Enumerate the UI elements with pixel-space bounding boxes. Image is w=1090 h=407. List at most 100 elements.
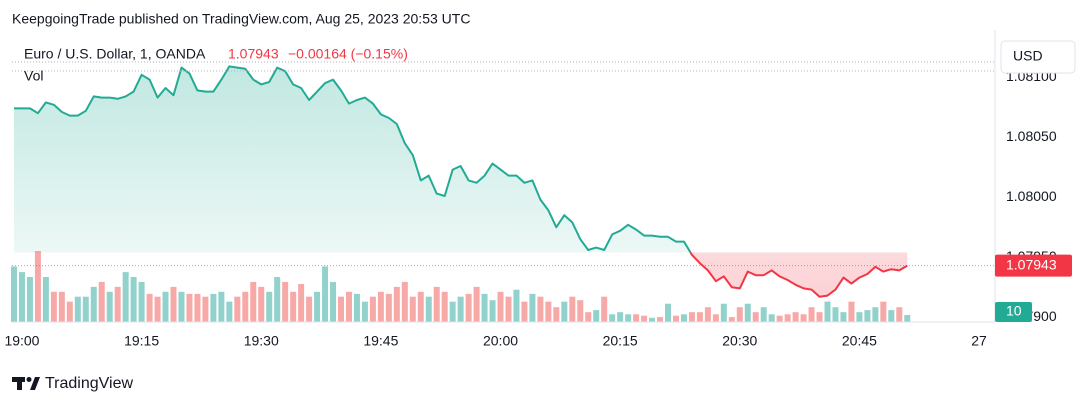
volume-bar <box>338 296 344 322</box>
volume-bar <box>617 312 624 322</box>
volume-bar <box>824 301 831 322</box>
volume-bar <box>473 286 480 322</box>
brand-name: TradingView <box>45 375 133 392</box>
volume-bar <box>896 307 903 322</box>
plot-area <box>11 65 995 322</box>
volume-title: Vol <box>24 68 43 84</box>
volume-bar <box>641 315 648 322</box>
volume-bar <box>569 296 576 322</box>
price-line <box>689 252 908 298</box>
volume-bar <box>369 296 376 322</box>
volume-bar <box>314 291 321 322</box>
volume-bar <box>657 317 664 322</box>
volume-bar <box>816 312 823 322</box>
volume-bar <box>218 291 225 322</box>
volume-bar <box>792 312 799 322</box>
volume-bar <box>210 293 217 322</box>
volume-bar <box>760 307 767 322</box>
volume-bar <box>489 300 496 322</box>
volume-bar <box>672 315 679 322</box>
last-price-header: 1.07943 <box>228 46 279 62</box>
volume-bar <box>513 289 520 322</box>
volume-bar <box>736 307 743 322</box>
volume-bar <box>258 286 265 322</box>
volume-bar <box>872 307 879 322</box>
volume-bar <box>776 315 783 322</box>
volume-bar <box>665 303 671 322</box>
volume-bar <box>696 312 703 322</box>
x-tick-label: 19:30 <box>244 333 279 349</box>
volume-bar <box>561 301 568 322</box>
volume-bar <box>712 314 719 322</box>
volume-bar <box>82 296 89 322</box>
volume-bar <box>50 291 57 322</box>
volume-bar <box>322 266 329 322</box>
y-tick-label: 1.08050 <box>1006 128 1057 144</box>
brand-logo <box>12 377 40 390</box>
volume-bar <box>577 300 584 322</box>
volume-bar <box>433 286 440 322</box>
volume-bar <box>194 293 201 322</box>
volume-bar <box>266 291 273 322</box>
volume-bar <box>864 310 871 322</box>
volume-bar <box>856 312 863 322</box>
volume-bar <box>625 314 632 322</box>
volume-bar <box>11 266 17 322</box>
volume-bar <box>330 281 337 322</box>
volume-bar <box>457 296 464 322</box>
volume-bar <box>274 277 281 322</box>
area-below <box>14 252 908 297</box>
volume-bar <box>138 281 145 322</box>
volume-bar <box>904 314 911 322</box>
volume-bar <box>74 296 81 322</box>
x-tick-label: 20:00 <box>483 333 518 349</box>
volume-bar <box>178 291 185 322</box>
x-tick-label: 19:45 <box>363 333 398 349</box>
volume-bar <box>688 312 695 322</box>
volume-bar <box>768 314 775 322</box>
area-above <box>14 66 691 253</box>
volume-bar <box>154 296 161 322</box>
volume-bar <box>66 301 73 322</box>
volume-bar <box>704 307 711 322</box>
currency-label[interactable]: USD <box>1013 48 1043 64</box>
volume-bar <box>545 301 552 322</box>
volume-bar <box>42 277 49 322</box>
y-tick-label: 1.08000 <box>1006 188 1057 204</box>
volume-bar <box>840 312 847 322</box>
volume-bar <box>441 291 448 322</box>
symbol-title: Euro / U.S. Dollar, 1, OANDA <box>24 46 206 62</box>
volume-bar <box>170 286 177 322</box>
x-tick-label: 20:45 <box>842 333 877 349</box>
currency-button[interactable] <box>1000 40 1076 74</box>
volume-bar <box>226 301 233 322</box>
volume-bar <box>529 293 536 322</box>
volume-bar <box>553 307 560 322</box>
volume-bar <box>114 286 121 322</box>
volume-bar <box>393 286 400 322</box>
volume-bar <box>720 303 727 322</box>
volume-bar <box>409 296 416 322</box>
volume-bar <box>130 277 137 322</box>
volume-bar <box>401 281 408 322</box>
volume-bar <box>353 293 360 322</box>
volume-bar <box>497 291 504 322</box>
volume-bar <box>242 291 249 322</box>
volume-bar <box>58 291 65 322</box>
x-tick-label: 20:30 <box>722 333 757 349</box>
volume-bar <box>162 291 169 322</box>
volume-bar <box>290 291 297 322</box>
volume-bar <box>888 310 895 322</box>
volume-bar <box>784 314 791 322</box>
last-price-badge <box>995 254 1072 277</box>
last-price-label: 1.07943 <box>1006 256 1057 272</box>
volume-bar <box>800 314 807 322</box>
volume-bar <box>593 310 600 322</box>
volume-bar <box>449 301 456 322</box>
volume-bar <box>880 301 887 322</box>
volume-bar <box>465 293 472 322</box>
publisher-note: KeepgoingTrade published on TradingView.… <box>12 11 470 27</box>
volume-bar <box>18 272 25 322</box>
last-volume-badge <box>995 302 1032 322</box>
